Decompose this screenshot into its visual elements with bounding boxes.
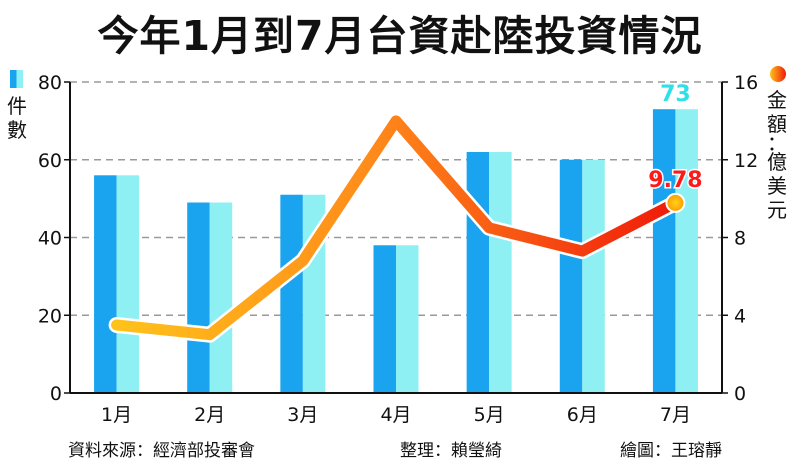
bar-5-left-half	[466, 151, 490, 393]
bar-2-right-half	[209, 202, 233, 393]
left-tick-label: 60	[38, 150, 62, 172]
editor-note: 整理：賴瑩綺	[400, 441, 502, 461]
x-tick-label: 7月	[660, 404, 691, 426]
tick-labels: 0 20 40 60 80 0 4 8 12 16 1月 2月 3月 4月 5月 6月 7月 73 9.78	[38, 72, 758, 426]
line-point-6	[581, 250, 583, 252]
chart-title: 今年1月到7月台資赴陸投資情況	[97, 12, 703, 60]
bar-3-left-half	[280, 194, 303, 393]
x-tick-label: 3月	[287, 404, 318, 426]
left-tick-label: 80	[38, 72, 62, 94]
bar-5-right-half	[489, 151, 512, 393]
bar-6-right-half	[582, 159, 605, 393]
x-tick-label: 6月	[567, 404, 598, 426]
bar-legend-icon	[10, 70, 23, 88]
bar-1-left-half	[94, 175, 117, 393]
bar-7-left-half	[652, 109, 676, 394]
right-tick-label: 8	[734, 228, 746, 250]
left-axis-label: 件數	[7, 94, 27, 142]
right-tick-label: 4	[734, 305, 746, 327]
last-point-marker	[665, 192, 686, 213]
line-point-2	[209, 334, 211, 336]
line-point-5	[488, 227, 490, 229]
line-point-1	[116, 324, 118, 326]
left-tick-label: 20	[38, 305, 62, 327]
line-point-4	[395, 120, 397, 122]
bar-6-left-half	[559, 159, 583, 393]
left-tick-label: 40	[38, 228, 62, 250]
bar-4-right-half	[396, 245, 419, 393]
bar-2-left-half	[187, 202, 210, 393]
x-tick-label: 4月	[380, 404, 411, 426]
amount-line	[111, 115, 681, 341]
x-tick-label: 1月	[101, 404, 132, 426]
right-axis-label: 金額：億美元	[767, 88, 787, 222]
line-point-3	[302, 260, 304, 262]
bar-series	[94, 109, 698, 394]
source-note: 資料來源：經濟部投審會	[68, 441, 255, 461]
axes	[64, 81, 728, 394]
x-tick-label: 5月	[474, 404, 505, 426]
bar-4-left-half	[373, 245, 396, 393]
data-label-amount: 9.78	[648, 168, 702, 193]
right-tick-label: 0	[734, 383, 746, 405]
right-tick-label: 16	[734, 72, 758, 94]
data-label-count: 73	[660, 82, 691, 107]
bar-1-right-half	[116, 175, 140, 393]
line-legend-icon	[770, 66, 786, 82]
left-tick-label: 0	[50, 383, 62, 405]
right-tick-label: 12	[734, 150, 758, 172]
bar-7-right-half	[675, 109, 698, 394]
x-tick-label: 2月	[194, 404, 225, 426]
illustrator-note: 繪圖：王瑢靜	[620, 441, 722, 461]
line-series	[108, 112, 686, 343]
